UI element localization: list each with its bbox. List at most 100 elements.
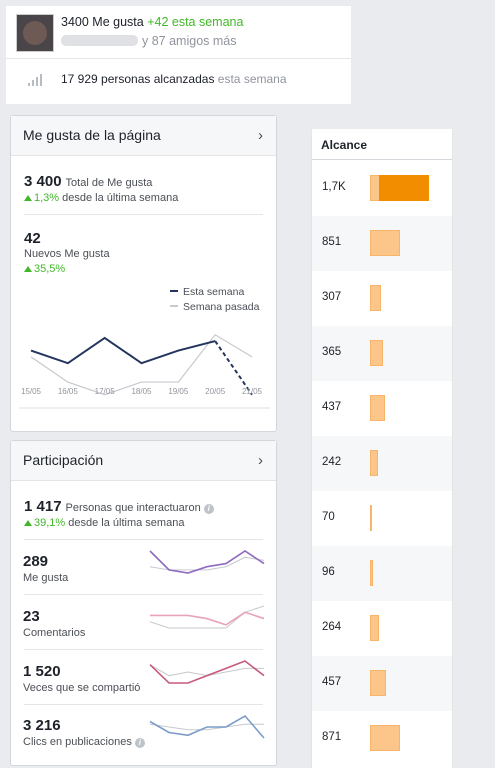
- reach-bar: [370, 450, 378, 476]
- last-week-spark-line: [149, 605, 265, 629]
- x-tick-label: 15/05: [20, 387, 42, 396]
- engaged-users-value: 1 417: [24, 498, 62, 515]
- reach-bar: [370, 615, 379, 641]
- reach-bar: [370, 340, 383, 366]
- likes-summary: 3400 Me gusta +42 esta semana: [61, 15, 243, 29]
- metric-value: 3 216: [23, 717, 61, 734]
- reach-row[interactable]: 365: [312, 326, 452, 381]
- reach-bar: [370, 725, 400, 751]
- reach-row[interactable]: 242: [312, 436, 452, 491]
- reach-value: 851: [322, 236, 342, 248]
- reach-bar: [370, 285, 381, 311]
- reach-value: 1,7K: [322, 181, 346, 193]
- legend-this-week: Esta semana: [170, 286, 244, 298]
- metric-value: 289: [23, 553, 49, 570]
- reach-value: 96: [322, 566, 335, 578]
- projected-line: [214, 340, 253, 396]
- last-week-spark-line: [149, 723, 264, 731]
- engagement-card: Participación › 1 417 Personas que intera…: [10, 440, 277, 766]
- reach-bar: [370, 395, 385, 421]
- arrow-up-icon: [24, 520, 32, 526]
- info-icon[interactable]: i: [134, 738, 145, 748]
- shares-sparkline: [149, 660, 265, 684]
- x-tick-label: 20/05: [205, 387, 226, 396]
- page-likes-header[interactable]: Me gusta de la página ›: [11, 116, 276, 156]
- reach-bar: [370, 175, 429, 201]
- this-week-spark-line: [150, 611, 265, 626]
- avatar[interactable]: [16, 14, 54, 52]
- reach-row[interactable]: 264: [312, 601, 452, 656]
- reach-row[interactable]: 1,7K: [312, 161, 452, 216]
- likes-week-change: +42 esta semana: [147, 15, 244, 29]
- chevron-right-icon[interactable]: ›: [258, 127, 263, 144]
- divider: [24, 594, 263, 595]
- total-likes-label: Total de Me gusta: [65, 177, 153, 189]
- reach-row[interactable]: 871: [312, 711, 452, 766]
- reach-count: 17 929 personas alcanzadas: [61, 72, 215, 86]
- reach-value: 242: [322, 456, 342, 468]
- reach-summary: 17 929 personas alcanzadas esta semana: [61, 72, 287, 86]
- last-week-spark-line: [149, 664, 264, 677]
- paid-reach-segment: [379, 175, 429, 201]
- arrow-up-icon: [24, 266, 32, 272]
- this-week-spark-line: [149, 660, 265, 684]
- reach-value: 365: [322, 346, 342, 358]
- reach-row[interactable]: 851: [312, 216, 452, 271]
- summary-card: 3400 Me gusta +42 esta semana y 87 amigo…: [6, 6, 351, 104]
- reach-row[interactable]: 457: [312, 656, 452, 711]
- metric-label: Me gusta: [23, 572, 69, 584]
- reach-value: 264: [322, 621, 342, 633]
- x-tick-label: 18/05: [131, 387, 152, 396]
- engagement-header[interactable]: Participación ›: [11, 441, 276, 481]
- arrow-up-icon: [24, 195, 32, 201]
- x-tick-label: 21/05: [241, 387, 263, 396]
- reach-value: 871: [322, 731, 342, 743]
- reach-row[interactable]: 70: [312, 491, 452, 546]
- reach-row[interactable]: 96: [312, 546, 452, 601]
- x-tick-label: 17/05: [94, 387, 115, 396]
- x-tick-label: 19/05: [168, 387, 189, 396]
- new-change-value: 35,5%: [34, 263, 66, 275]
- new-likes-value: 42: [24, 230, 41, 247]
- reach-table: Alcance 1,7K 851 307 365 437 242 70 96 264 457 871: [311, 129, 453, 768]
- reach-bar: [370, 670, 386, 696]
- likes-sparkline: [149, 550, 265, 574]
- reach-value: 437: [322, 401, 342, 413]
- reach-header: Alcance: [312, 129, 452, 160]
- engaged-users: 1 417 Personas que interactuaron i: [24, 498, 214, 515]
- comments-sparkline: [149, 605, 265, 629]
- new-likes-label: Nuevos Me gusta: [24, 248, 110, 260]
- new-likes-change: 35,5%: [24, 263, 65, 275]
- total-change-label: desde la última semana: [62, 192, 179, 204]
- reach-row[interactable]: 307: [312, 271, 452, 326]
- divider: [24, 214, 263, 215]
- likes-count: 3400 Me gusta: [61, 15, 144, 29]
- x-tick-label: 16/05: [57, 387, 78, 396]
- this-week-line: [30, 336, 216, 365]
- total-likes-change: 1,3% desde la última semana: [24, 192, 178, 204]
- engaged-users-change: 39,1% desde la última semana: [24, 517, 184, 529]
- signal-bars-icon: [28, 74, 42, 86]
- total-likes-value: 3 400: [24, 173, 62, 190]
- divider: [24, 649, 263, 650]
- total-likes: 3 400 Total de Me gusta: [24, 173, 152, 190]
- engagement-change-value: 39,1%: [34, 517, 66, 529]
- friends-text[interactable]: y 87 amigos más: [142, 34, 237, 48]
- page-likes-card: Me gusta de la página › 3 400 Total de Me…: [10, 115, 277, 432]
- clicks-sparkline: [149, 714, 265, 739]
- legend-this-week-label: Esta semana: [183, 286, 245, 298]
- reach-row[interactable]: 437: [312, 381, 452, 436]
- reach-bar: [370, 560, 373, 586]
- metric-label: Comentarios: [23, 627, 86, 639]
- info-icon[interactable]: i: [203, 504, 214, 514]
- blurred-friend-name: [61, 35, 138, 46]
- chevron-right-icon[interactable]: ›: [258, 452, 263, 469]
- likes-line-chart: [19, 333, 270, 409]
- friends-summary: y 87 amigos más: [61, 34, 236, 48]
- reach-value: 457: [322, 676, 342, 688]
- this-week-spark-line: [149, 550, 265, 574]
- reach-bar: [370, 230, 400, 256]
- divider: [24, 704, 263, 705]
- metric-value: 1 520: [23, 663, 61, 680]
- divider: [6, 58, 351, 59]
